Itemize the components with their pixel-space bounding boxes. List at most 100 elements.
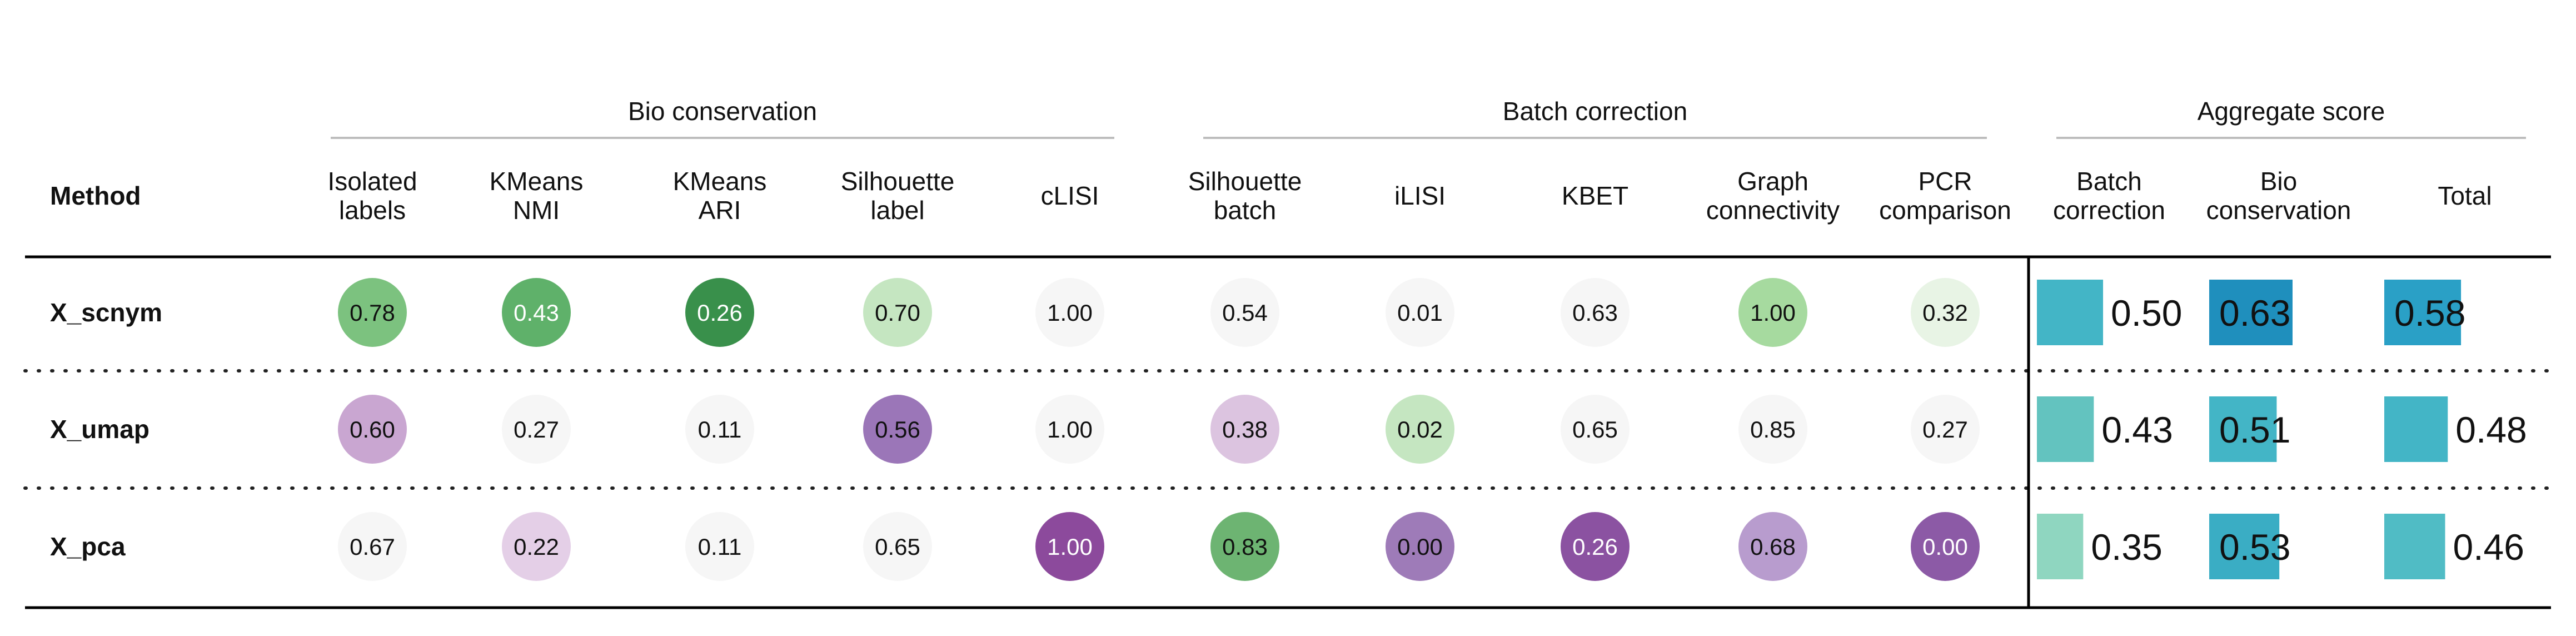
column-header-6-line-2: batch [1214, 196, 1277, 225]
group-header-agg: Aggregate score [2198, 97, 2385, 126]
score-circle [1911, 395, 1980, 464]
aggregate-value: 0.58 [2394, 292, 2465, 334]
aggregate-bar [2037, 280, 2104, 345]
score-circle [1386, 278, 1454, 347]
score-value: 0.00 [1922, 534, 1968, 560]
score-value: 0.32 [1922, 300, 1968, 326]
table-headers: Bio conservation Batch correction Aggregat… [50, 97, 2492, 225]
score-value: 0.60 [350, 416, 395, 443]
score-value: 0.78 [350, 300, 395, 326]
score-value: 0.38 [1222, 416, 1268, 443]
score-circle [863, 395, 932, 464]
score-value: 0.01 [1397, 300, 1443, 326]
score-circle [1738, 278, 1807, 347]
score-value: 0.85 [1750, 416, 1796, 443]
score-value: 0.22 [514, 534, 559, 560]
score-circle [502, 512, 571, 581]
score-value: 0.11 [698, 416, 742, 443]
aggregate-header-1-line-2: correction [2053, 196, 2165, 225]
score-circle [863, 512, 932, 581]
aggregate-bar [2209, 280, 2293, 345]
score-value: 0.00 [1397, 534, 1443, 560]
score-circle [685, 278, 754, 347]
score-circle [338, 512, 407, 581]
score-circle [1561, 512, 1630, 581]
score-value: 0.26 [697, 300, 743, 326]
score-value: 1.00 [1047, 534, 1093, 560]
score-circle [1210, 395, 1279, 464]
score-value: 0.43 [514, 300, 559, 326]
score-circle [1738, 395, 1807, 464]
table-lines [23, 137, 2553, 609]
score-value: 1.00 [1750, 300, 1796, 326]
aggregate-header-1-line-1: Batch [2076, 167, 2142, 196]
score-circle [502, 278, 571, 347]
score-value: 0.63 [1572, 300, 1618, 326]
column-header-7-line-1: iLISI [1394, 181, 1446, 210]
score-circle [863, 278, 932, 347]
aggregate-value: 0.46 [2453, 526, 2524, 568]
aggregate-bar [2384, 514, 2445, 579]
score-value: 1.00 [1047, 416, 1093, 443]
method-name: X_scnym [50, 298, 162, 327]
score-value: 0.11 [698, 534, 742, 560]
score-value: 0.67 [350, 534, 395, 560]
score-value: 0.68 [1750, 534, 1796, 560]
score-value: 0.70 [875, 300, 920, 326]
score-circle [1035, 395, 1104, 464]
aggregate-bar [2384, 280, 2462, 345]
score-value: 0.26 [1572, 534, 1618, 560]
score-circle [1210, 278, 1279, 347]
column-header-4-line-2: label [870, 196, 924, 225]
table-row: X_umap 0.60 0.27 0.11 0.56 1.00 0.38 0.02 0.65 0.… [50, 395, 2527, 464]
score-value: 0.65 [1572, 416, 1618, 443]
column-header-4-line-1: Silhouette [841, 167, 955, 196]
aggregate-value: 0.50 [2111, 292, 2182, 334]
column-header-9-line-1: Graph [1737, 167, 1808, 196]
aggregate-bar [2209, 396, 2277, 462]
column-header-3-line-1: KMeans [673, 167, 767, 196]
table-row: X_pca 0.67 0.22 0.11 0.65 1.00 0.83 0.00 0.26 0.6… [50, 512, 2524, 581]
score-circle [1035, 512, 1104, 581]
aggregate-value: 0.63 [2219, 292, 2290, 334]
method-header: Method [50, 181, 141, 210]
column-header-8-line-1: KBET [1562, 181, 1628, 210]
aggregate-header-2-line-2: conservation [2206, 196, 2351, 225]
aggregate-bar [2037, 396, 2094, 462]
column-header-2-line-2: NMI [513, 196, 560, 225]
method-name: X_pca [50, 532, 126, 561]
column-header-6-line-1: Silhouette [1188, 167, 1302, 196]
score-value: 1.00 [1047, 300, 1093, 326]
aggregate-value: 0.35 [2091, 526, 2162, 568]
aggregate-value: 0.51 [2219, 409, 2290, 450]
score-value: 0.02 [1397, 416, 1443, 443]
score-value: 0.83 [1222, 534, 1268, 560]
score-value: 0.65 [875, 534, 920, 560]
score-circle [1386, 395, 1454, 464]
score-circle [685, 512, 754, 581]
score-circle [1911, 278, 1980, 347]
aggregate-value: 0.48 [2455, 409, 2527, 450]
column-header-9-line-2: connectivity [1706, 196, 1840, 225]
group-header-batch: Batch correction [1503, 97, 1687, 126]
score-value: 0.27 [1922, 416, 1968, 443]
column-header-1-line-1: Isolated [327, 167, 417, 196]
column-header-3-line-2: ARI [699, 196, 741, 225]
column-header-2-line-1: KMeans [490, 167, 584, 196]
column-header-5-line-1: cLISI [1041, 181, 1099, 210]
table-body: X_scnym 0.78 0.43 0.26 0.70 1.00 0.54 0.01 0.63 1… [50, 278, 2527, 581]
aggregate-value: 0.43 [2101, 409, 2173, 450]
aggregate-bar [2037, 514, 2084, 579]
score-circle [1561, 395, 1630, 464]
score-circle [1911, 512, 1980, 581]
column-header-1-line-2: labels [339, 196, 406, 225]
table-row: X_scnym 0.78 0.43 0.26 0.70 1.00 0.54 0.01 0.63 1… [50, 278, 2465, 347]
aggregate-value: 0.53 [2219, 526, 2290, 568]
score-circle [1210, 512, 1279, 581]
score-value: 0.56 [875, 416, 920, 443]
score-circle [1035, 278, 1104, 347]
group-header-bio: Bio conservation [628, 97, 817, 126]
score-value: 0.27 [514, 416, 559, 443]
